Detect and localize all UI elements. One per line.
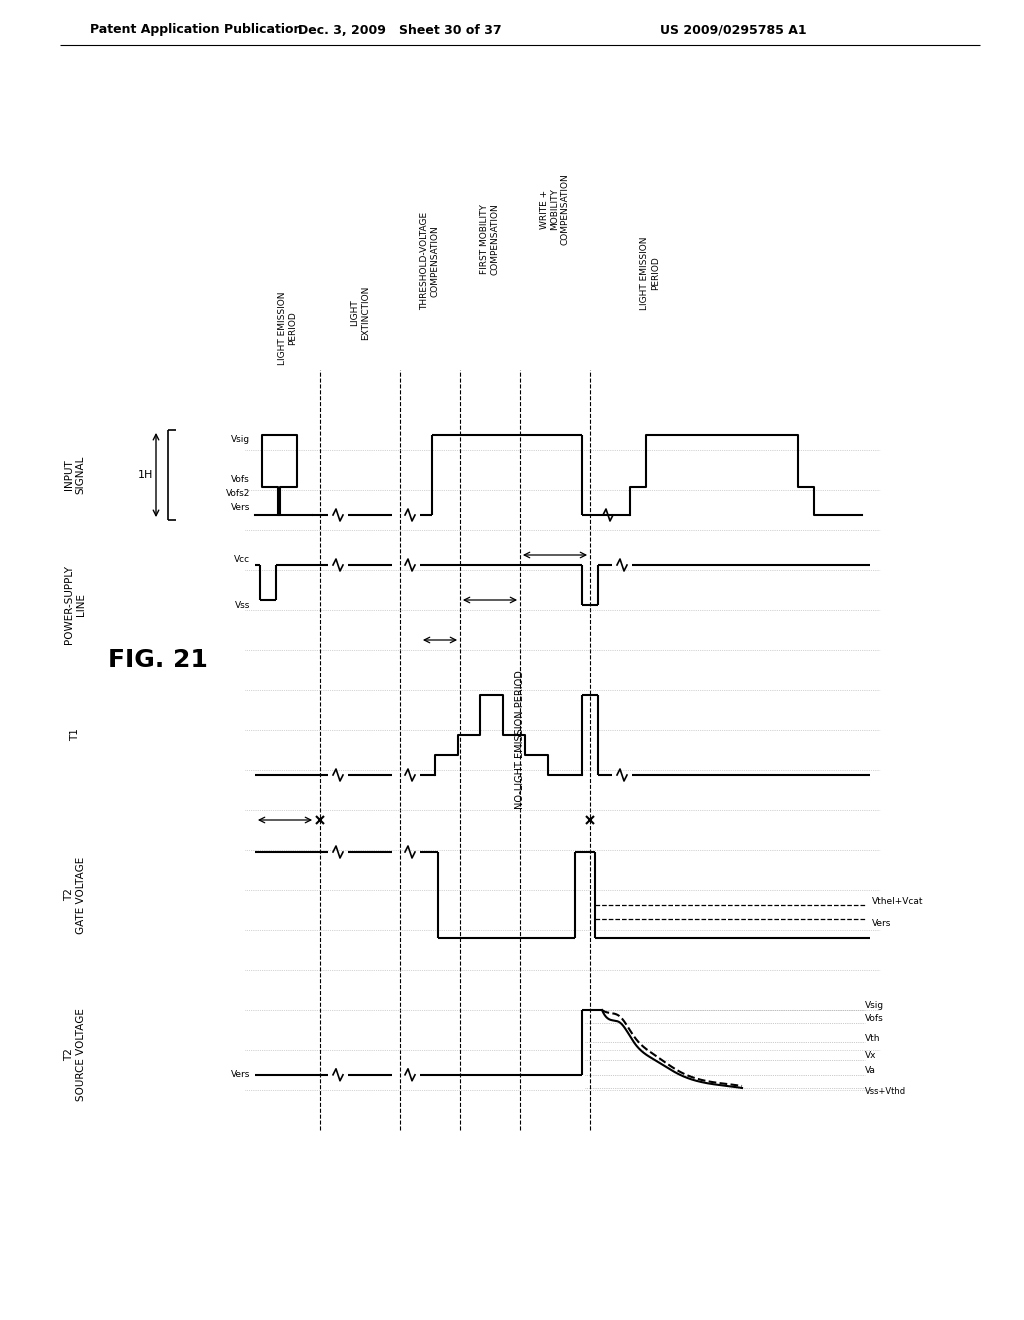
Text: Vers: Vers xyxy=(872,919,891,928)
Text: Vofs: Vofs xyxy=(865,1014,884,1023)
Text: Vss: Vss xyxy=(234,601,250,610)
Text: T1: T1 xyxy=(70,729,80,742)
Text: Dec. 3, 2009   Sheet 30 of 37: Dec. 3, 2009 Sheet 30 of 37 xyxy=(298,24,502,37)
Text: WRITE +
MOBILITY
COMPENSATION: WRITE + MOBILITY COMPENSATION xyxy=(540,173,570,246)
Text: Vers: Vers xyxy=(230,503,250,511)
Text: LIGHT
EXTINCTION: LIGHT EXTINCTION xyxy=(350,285,370,341)
Text: US 2009/0295785 A1: US 2009/0295785 A1 xyxy=(660,24,807,37)
Text: FIRST MOBILITY
COMPENSATION: FIRST MOBILITY COMPENSATION xyxy=(480,203,500,275)
Text: INPUT
SIGNAL: INPUT SIGNAL xyxy=(65,455,86,494)
Text: Vthel+Vcat: Vthel+Vcat xyxy=(872,896,924,906)
Text: LIGHT EMISSION
PERIOD: LIGHT EMISSION PERIOD xyxy=(640,236,659,310)
Text: Vcc: Vcc xyxy=(233,556,250,565)
Text: LIGHT EMISSION
PERIOD: LIGHT EMISSION PERIOD xyxy=(278,292,297,366)
Text: T2
SOURCE VOLTAGE: T2 SOURCE VOLTAGE xyxy=(65,1008,86,1101)
Text: POWER-SUPPLY
LINE: POWER-SUPPLY LINE xyxy=(65,565,86,644)
Text: Vofs: Vofs xyxy=(231,474,250,483)
Text: Vx: Vx xyxy=(865,1051,877,1060)
Text: THRESHOLD-VOLTAGE
COMPENSATION: THRESHOLD-VOLTAGE COMPENSATION xyxy=(420,213,439,310)
Text: T2
GATE VOLTAGE: T2 GATE VOLTAGE xyxy=(65,857,86,933)
Text: Vsig: Vsig xyxy=(865,1002,884,1011)
Text: 1H: 1H xyxy=(138,470,154,480)
Text: Patent Application Publication: Patent Application Publication xyxy=(90,24,302,37)
Text: Vofs2: Vofs2 xyxy=(225,488,250,498)
Text: Vss+Vthd: Vss+Vthd xyxy=(865,1088,906,1097)
Text: NO-LIGHT EMISSION PERIOD: NO-LIGHT EMISSION PERIOD xyxy=(515,671,525,809)
Text: Vsig: Vsig xyxy=(230,436,250,445)
Text: Vers: Vers xyxy=(230,1071,250,1080)
Text: FIG. 21: FIG. 21 xyxy=(108,648,208,672)
Text: Va: Va xyxy=(865,1067,876,1076)
Text: Vth: Vth xyxy=(865,1034,881,1043)
